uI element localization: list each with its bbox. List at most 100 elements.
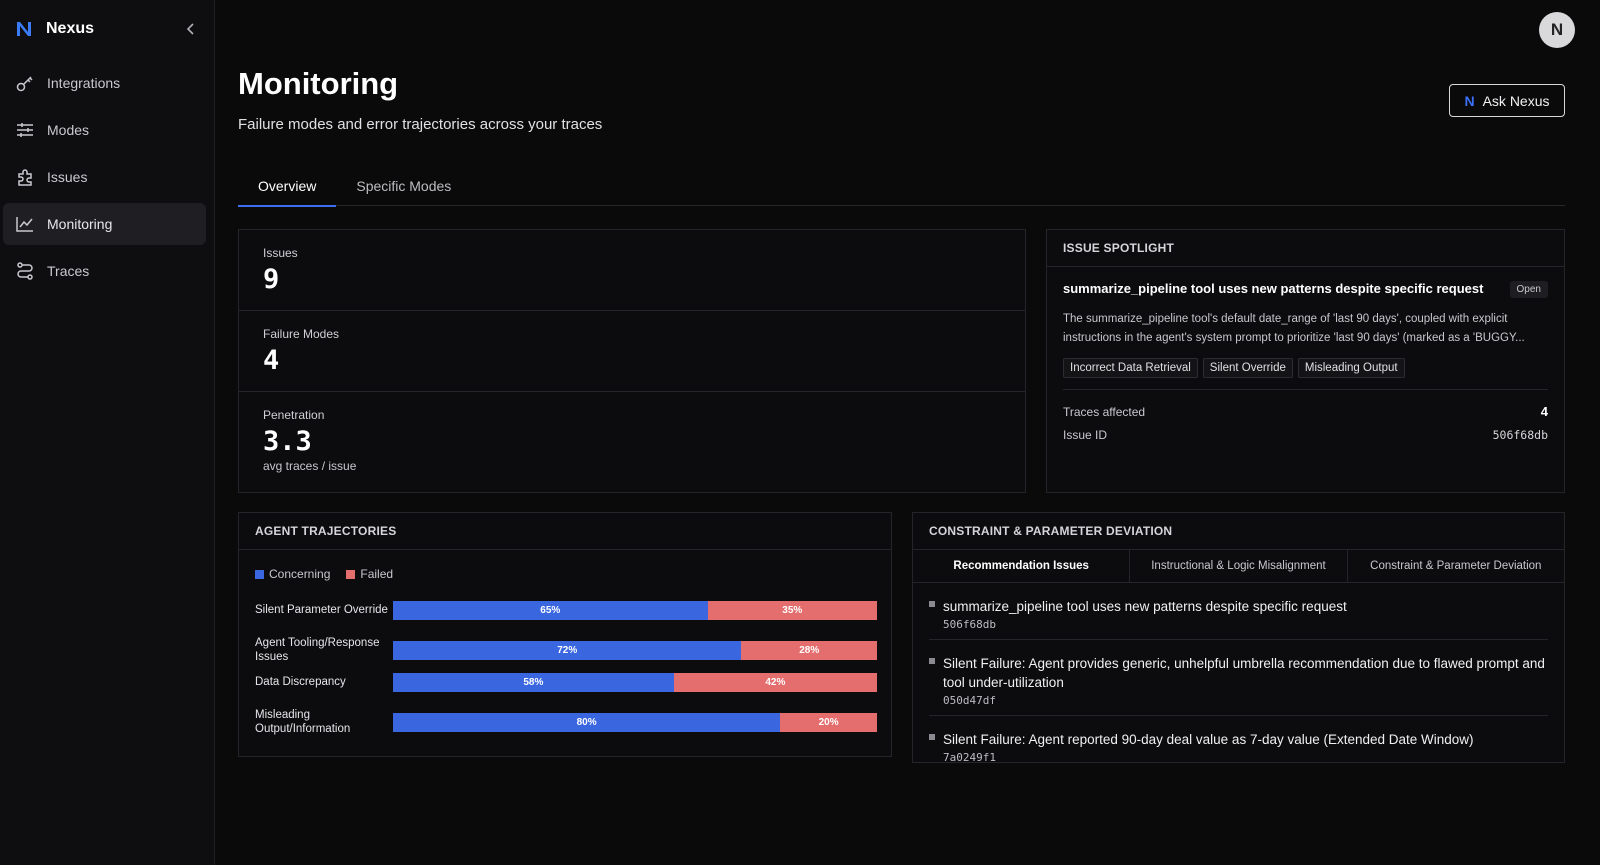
list-item[interactable]: Silent Failure: Agent provides generic, …	[929, 640, 1548, 716]
key-icon	[15, 73, 35, 93]
row-label: Misleading Output/Information	[255, 709, 351, 735]
subtab-instructional-logic[interactable]: Instructional & Logic Misalignment	[1130, 550, 1348, 582]
bullet-icon	[929, 734, 935, 740]
legend-concerning: Concerning	[255, 567, 330, 581]
legend-swatch	[255, 570, 264, 579]
bar-segment-concerning: 65%	[393, 600, 708, 620]
tab-specific-modes[interactable]: Specific Modes	[356, 178, 452, 194]
sidebar-item-label: Issues	[47, 169, 88, 185]
stat-label: Issues	[263, 246, 298, 260]
bar-segment-concerning: 72%	[393, 640, 742, 660]
deviation-card: CONSTRAINT & PARAMETER DEVIATION Recomme…	[912, 512, 1565, 764]
route-icon	[15, 261, 35, 281]
item-title: Silent Failure: Agent provides generic, …	[943, 656, 1545, 690]
stat-value: 4	[263, 345, 280, 376]
agent-trajectories-card: AGENT TRAJECTORIES Concerning Failed Sil…	[238, 512, 892, 757]
collapse-sidebar-button[interactable]	[182, 20, 200, 38]
app-name: Nexus	[46, 20, 95, 37]
sliders-icon	[15, 120, 35, 140]
tab-overview[interactable]: Overview	[238, 166, 337, 207]
stacked-bar: 65% 35%	[393, 600, 877, 620]
issue-id-row: Issue ID 506f68db	[1063, 423, 1548, 446]
item-title: summarize_pipeline tool uses new pattern…	[943, 599, 1347, 614]
trajectory-row: Silent Parameter Override 65% 35%	[255, 595, 877, 625]
sidebar-item-label: Monitoring	[47, 216, 113, 232]
tag: Incorrect Data Retrieval	[1063, 358, 1198, 378]
nexus-logo-icon: N	[1464, 92, 1475, 109]
spotlight-meta: Traces affected 4 Issue ID 506f68db	[1063, 389, 1548, 446]
deviation-list: summarize_pipeline tool uses new pattern…	[913, 583, 1564, 772]
stat-label: Penetration	[263, 408, 325, 422]
item-id: 506f68db	[943, 618, 996, 631]
bar-segment-concerning: 80%	[393, 712, 781, 732]
list-item[interactable]: Silent Failure: Agent reported 90-day de…	[929, 716, 1548, 772]
tag-list: Incorrect Data Retrieval Silent Override…	[1047, 348, 1564, 378]
sidebar-item-issues[interactable]: Issues	[3, 156, 206, 198]
sidebar-item-monitoring[interactable]: Monitoring	[3, 203, 206, 245]
item-id: 050d47df	[943, 694, 996, 707]
spotlight-description: The summarize_pipeline tool's default da…	[1063, 313, 1525, 344]
stat-issues: Issues 9	[239, 230, 1025, 311]
chart-legend: Concerning Failed	[239, 550, 891, 581]
bar-segment-concerning: 58%	[393, 672, 674, 692]
stat-sub: avg traces / issue	[263, 459, 357, 473]
tab-bar: Overview Specific Modes	[238, 166, 1565, 207]
spotlight-title[interactable]: summarize_pipeline tool uses new pattern…	[1063, 281, 1484, 296]
stat-value: 3.3	[263, 426, 312, 457]
legend-label: Concerning	[269, 567, 331, 581]
row-label: Data Discrepancy	[255, 676, 346, 688]
traces-affected-row: Traces affected 4	[1063, 400, 1548, 423]
stats-card: Issues 9 Failure Modes 4 Penetration 3.3…	[238, 229, 1026, 493]
stat-value: 9	[263, 264, 280, 295]
bullet-icon	[929, 601, 935, 607]
page-subtitle: Failure modes and error trajectories acr…	[238, 116, 603, 133]
meta-label: Issue ID	[1063, 427, 1108, 442]
trajectory-row: Data Discrepancy 58% 42%	[255, 671, 877, 693]
list-item[interactable]: summarize_pipeline tool uses new pattern…	[929, 583, 1548, 640]
card-heading: AGENT TRAJECTORIES	[239, 513, 891, 550]
subtab-constraint-parameter[interactable]: Constraint & Parameter Deviation	[1370, 560, 1542, 572]
card-heading: CONSTRAINT & PARAMETER DEVIATION	[913, 513, 1564, 550]
page-title: Monitoring	[238, 66, 399, 101]
stacked-bar: 80% 20%	[393, 712, 877, 732]
trajectory-row: Agent Tooling/Response Issues 72% 28%	[255, 635, 877, 665]
brand: Nexus	[0, 0, 214, 58]
meta-value: 4	[1540, 404, 1548, 419]
meta-label: Traces affected	[1063, 404, 1146, 419]
sidebar-item-label: Traces	[47, 263, 90, 279]
stat-penetration: Penetration 3.3 avg traces / issue	[239, 392, 1025, 473]
tag: Misleading Output	[1297, 358, 1405, 378]
bullet-icon	[929, 658, 935, 664]
puzzle-icon	[15, 167, 35, 187]
sidebar: Nexus Integrations Modes Issues	[0, 0, 215, 865]
legend-failed: Failed	[346, 567, 393, 581]
ask-nexus-label: Ask Nexus	[1482, 92, 1550, 109]
subtab-recommendation-issues[interactable]: Recommendation Issues	[913, 550, 1131, 582]
chevron-left-icon	[186, 23, 194, 35]
stacked-bar: 72% 28%	[393, 640, 877, 660]
chart-line-icon	[15, 214, 35, 234]
nexus-logo-icon	[17, 22, 31, 36]
sidebar-item-integrations[interactable]: Integrations	[3, 62, 206, 104]
bar-segment-failed: 20%	[780, 712, 877, 732]
legend-swatch	[346, 570, 356, 579]
tag: Silent Override	[1202, 358, 1293, 378]
sidebar-item-label: Integrations	[47, 75, 121, 91]
stat-label: Failure Modes	[263, 327, 340, 341]
ask-nexus-button[interactable]: N Ask Nexus	[1449, 84, 1565, 117]
status-badge: Open	[1509, 281, 1548, 298]
row-label: Silent Parameter Override	[255, 604, 388, 616]
sidebar-item-label: Modes	[47, 122, 90, 138]
item-title: Silent Failure: Agent reported 90-day de…	[943, 732, 1474, 747]
sidebar-item-modes[interactable]: Modes	[3, 109, 206, 151]
bar-segment-failed: 28%	[741, 640, 877, 660]
stacked-bar: 58% 42%	[393, 672, 877, 692]
bar-segment-failed: 42%	[673, 672, 877, 692]
sidebar-item-traces[interactable]: Traces	[3, 250, 206, 292]
deviation-subtabs: Recommendation Issues Instructional & Lo…	[913, 550, 1564, 583]
stat-failure-modes: Failure Modes 4	[239, 311, 1025, 392]
bar-segment-failed: 35%	[707, 600, 877, 620]
row-label: Agent Tooling/Response Issues	[255, 637, 380, 663]
trajectory-row: Misleading Output/Information 80% 20%	[255, 707, 877, 737]
avatar[interactable]: N	[1539, 12, 1575, 48]
